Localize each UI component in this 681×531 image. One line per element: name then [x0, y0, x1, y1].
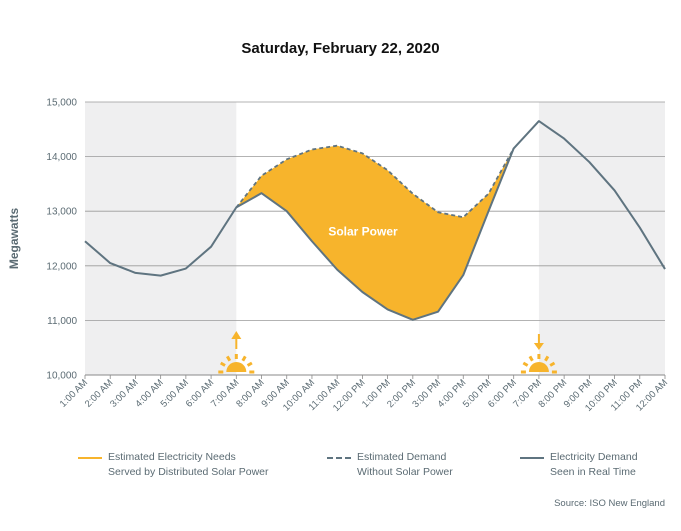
shaded-period-0 — [85, 102, 237, 375]
chart-title: Saturday, February 22, 2020 — [241, 40, 440, 57]
legend-item-solar: Estimated Electricity Needs Served by Di… — [78, 450, 269, 480]
y-axis-label: Megawatts — [7, 208, 21, 270]
y-tick-label: 15,000 — [46, 98, 77, 109]
legend-swatch-solar — [78, 457, 102, 459]
source-note: Source: ISO New England — [554, 498, 665, 509]
y-tick-label: 12,000 — [46, 261, 77, 272]
solar-power-area — [236, 145, 514, 320]
y-tick-label: 13,000 — [46, 207, 77, 218]
legend-swatch-real-time — [520, 457, 544, 459]
y-tick-label: 11,000 — [47, 316, 77, 327]
legend-label-without-solar: Estimated Demand Without Solar Power — [357, 451, 453, 478]
legend-swatch-without-solar — [327, 457, 351, 459]
legend-label-real-time: Electricity Demand Seen in Real Time — [550, 451, 638, 478]
solar-power-label: Solar Power — [328, 224, 398, 238]
legend-label-solar: Estimated Electricity Needs Served by Di… — [108, 451, 269, 478]
legend-item-real-time: Electricity Demand Seen in Real Time — [520, 450, 638, 480]
y-tick-label: 14,000 — [46, 152, 77, 163]
series-without-solar-line — [235, 144, 515, 219]
y-tick-label: 10,000 — [46, 371, 77, 382]
shaded-period-1 — [538, 102, 665, 375]
sunrise-icon — [218, 331, 255, 374]
sunset-icon — [520, 334, 557, 374]
series-real-time-line — [84, 120, 666, 321]
legend-item-without-solar: Estimated Demand Without Solar Power — [327, 450, 453, 480]
